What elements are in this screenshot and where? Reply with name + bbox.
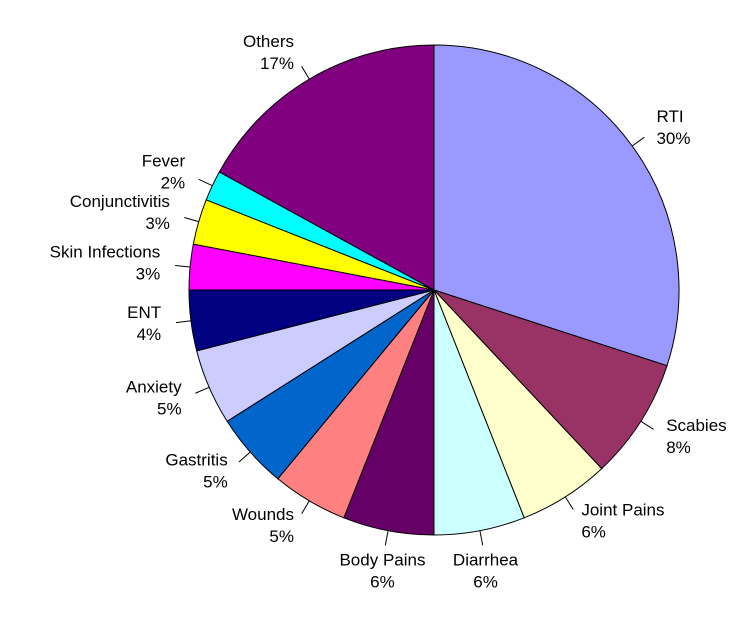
slice-label: Diarrhea (453, 551, 519, 570)
leader-line (384, 530, 389, 546)
slice-label: Joint Pains (581, 501, 664, 520)
slice-value-label: 6% (473, 573, 498, 592)
slice-value-label: 2% (161, 173, 186, 192)
pie-slice (218, 44, 435, 291)
slice-label: RTI (656, 107, 683, 126)
slice-value-label: 6% (581, 523, 606, 542)
leader-line (479, 530, 484, 546)
slice-label: Anxiety (126, 378, 182, 397)
leader-line (184, 216, 199, 223)
slice-value-label: 3% (136, 265, 161, 284)
slice-label: ENT (127, 303, 161, 322)
leader-line (175, 265, 191, 268)
slice-value-label: 17% (260, 54, 294, 73)
leader-line (175, 320, 191, 324)
leader-line (198, 178, 213, 187)
slice-value-label: 4% (137, 325, 162, 344)
slice-value-label: 6% (370, 573, 395, 592)
slice-label: Fever (142, 151, 186, 170)
leader-line (238, 451, 251, 463)
pie-slice (433, 289, 668, 470)
slice-value-label: 5% (157, 400, 182, 419)
slice-value-label: 5% (203, 472, 228, 491)
slice-label: Others (243, 32, 294, 51)
slice-label: Conjunctivitis (70, 192, 170, 211)
leader-line (564, 496, 574, 510)
slice-value-label: 5% (269, 527, 294, 546)
leader-line (301, 65, 310, 80)
slice-label: Gastritis (165, 450, 227, 469)
slice-value-label: 3% (145, 214, 170, 233)
leader-line (631, 136, 645, 147)
leader-line (640, 420, 654, 430)
leader-line (301, 500, 310, 515)
slice-value-label: 8% (666, 438, 691, 457)
slice-label: Scabies (666, 416, 726, 435)
leader-line (195, 386, 210, 394)
slice-value-label: 30% (656, 129, 690, 148)
slice-label: Wounds (232, 505, 294, 524)
slice-label: Body Pains (339, 551, 425, 570)
slice-label: Skin Infections (50, 243, 161, 262)
